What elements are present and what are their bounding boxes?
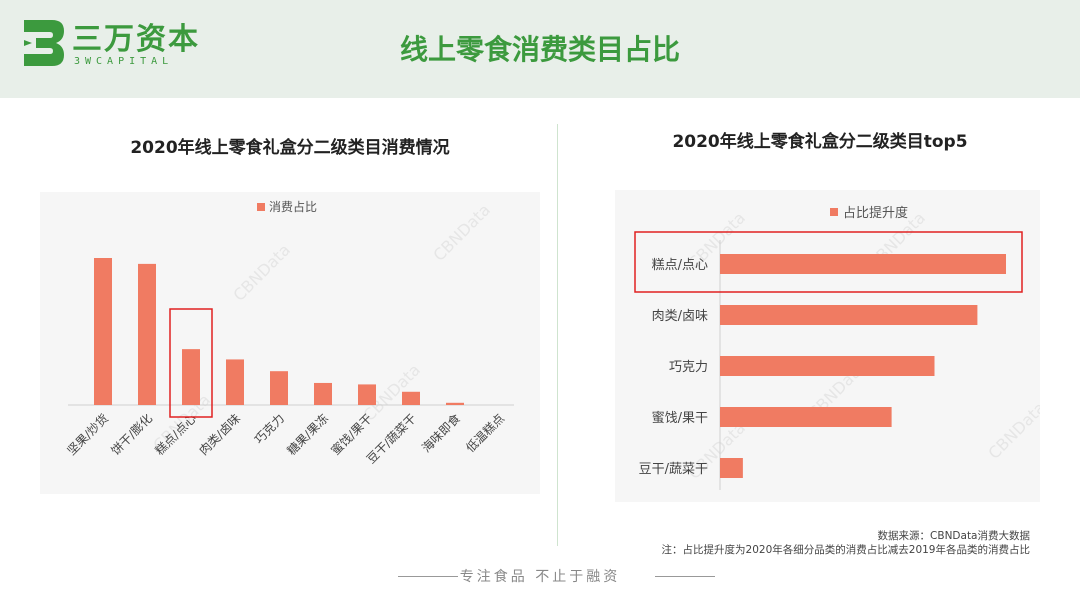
- chart1-tick-label-1: 饼干/膨化: [108, 411, 155, 458]
- chart1-bar-0: [94, 258, 112, 405]
- chart1-bar-1: [138, 263, 156, 405]
- chart1-tick-label-0: 坚果/炒货: [64, 411, 111, 458]
- chart2-svg: CBNData CBNDataCBNDataCBNDataCBNData占比提升度…: [634, 205, 1049, 490]
- chart1-bar-4: [270, 371, 288, 405]
- chart1-tick-label-6: 蜜饯/果干: [328, 411, 375, 458]
- chart2-panel: CBNData CBNData CBNData CBNData CBNData 占比提升度…: [615, 190, 1049, 502]
- chart1-highlight-box: [169, 308, 213, 418]
- chart1-tick-label-3: 肉类/卤味: [196, 411, 243, 458]
- source-note: 数据来源：CBNData消费大数据: [877, 530, 1030, 542]
- footer-line-right: [655, 576, 715, 577]
- logo-icon: [24, 20, 64, 66]
- chart1-legend-label: 消费占比: [269, 199, 317, 214]
- chart2-bar-0: [720, 254, 1006, 274]
- remark-note: 注：占比提升度为2020年各细分品类的消费占比减去2019年各品类的消费占比: [661, 544, 1030, 556]
- logo-name-cn: 三万资本: [72, 22, 200, 57]
- footer-slogan: 专注食品 不止于融资: [459, 569, 621, 585]
- chart2-bar-3: [720, 407, 892, 427]
- chart1-tick-label-9: 低温糕点: [463, 411, 507, 455]
- chart2-bar-2: [720, 356, 935, 376]
- panel-divider: [557, 124, 558, 546]
- chart1-tick-label-8: 海味即食: [419, 411, 464, 456]
- chart1-watermark-1: CBNData: [429, 200, 494, 265]
- chart2-tick-label-0: 糕点/点心: [652, 258, 708, 273]
- chart2-watermark-3: CBNData: [984, 398, 1040, 463]
- logo-name-en: 3WCAPITAL: [74, 56, 174, 67]
- header-bar: 三万资本 3WCAPITAL 线上零食消费类目占比: [0, 0, 1080, 98]
- chart2-tick-label-4: 豆干/蔬菜干: [639, 462, 708, 477]
- chart1-watermark-0: CBNData: [229, 240, 294, 305]
- chart2-highlight-box: [634, 231, 1023, 293]
- chart2-tick-label-1: 肉类/卤味: [652, 308, 708, 324]
- chart1-bar-6: [358, 384, 376, 405]
- chart1-tick-label-5: 糖果/果冻: [284, 411, 331, 458]
- chart1-panel: CBNData CBNData CBNData CBNData 消费占比 坚果/炒货 饼干/…: [40, 192, 540, 494]
- chart2-bar-4: [720, 458, 743, 478]
- chart1-bar-5: [314, 382, 332, 405]
- chart2-title: 2020年线上零食礼盒分二级类目top5: [672, 132, 968, 152]
- chart2-legend-swatch: [830, 208, 838, 216]
- chart1-tick-label-4: 巧克力: [252, 411, 287, 446]
- chart1-title: 2020年线上零食礼盒分二级类目消费情况: [130, 138, 450, 158]
- chart2-bar-1: [720, 305, 978, 325]
- chart1-bar-3: [226, 359, 244, 405]
- chart1-bar-7: [402, 391, 420, 405]
- chart1-bar-2: [182, 349, 200, 405]
- chart2-legend-label: 占比提升度: [843, 205, 908, 221]
- chart2-tick-label-3: 蜜饯/果干: [652, 411, 708, 426]
- page-title: 线上零食消费类目占比: [399, 33, 680, 66]
- chart1-bar-8: [446, 402, 464, 405]
- footer-line-left: [398, 576, 458, 577]
- chart2-tick-label-2: 巧克力: [669, 360, 708, 375]
- chart1-legend-swatch: [257, 203, 265, 211]
